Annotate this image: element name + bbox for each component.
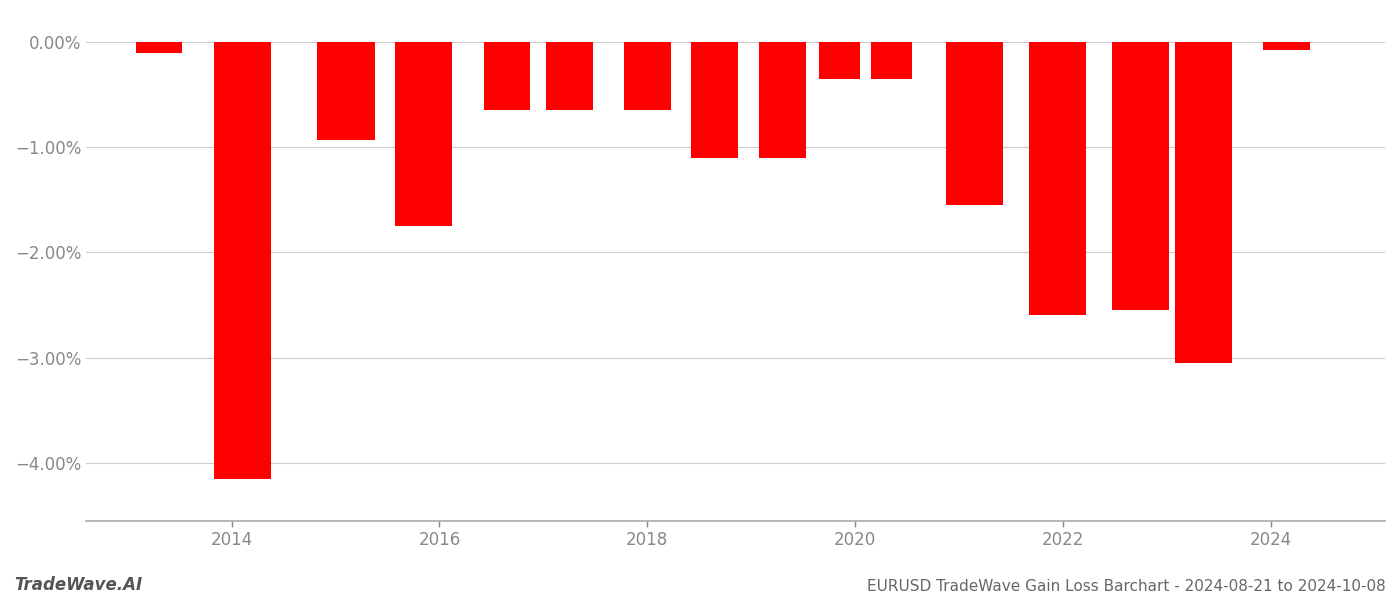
Bar bbox=[871, 42, 913, 79]
Bar bbox=[1263, 42, 1309, 50]
Bar bbox=[624, 42, 671, 110]
Bar bbox=[1029, 42, 1086, 316]
Bar bbox=[759, 42, 806, 158]
Bar bbox=[946, 42, 1004, 205]
Bar bbox=[318, 42, 375, 140]
Text: TradeWave.AI: TradeWave.AI bbox=[14, 576, 143, 594]
Bar bbox=[692, 42, 738, 158]
Bar bbox=[546, 42, 592, 110]
Bar bbox=[1175, 42, 1232, 363]
Bar bbox=[1112, 42, 1169, 310]
Text: EURUSD TradeWave Gain Loss Barchart - 2024-08-21 to 2024-10-08: EURUSD TradeWave Gain Loss Barchart - 20… bbox=[867, 579, 1386, 594]
Bar bbox=[483, 42, 531, 110]
Bar bbox=[819, 42, 860, 79]
Bar bbox=[136, 42, 182, 53]
Bar bbox=[395, 42, 452, 226]
Bar bbox=[214, 42, 270, 479]
